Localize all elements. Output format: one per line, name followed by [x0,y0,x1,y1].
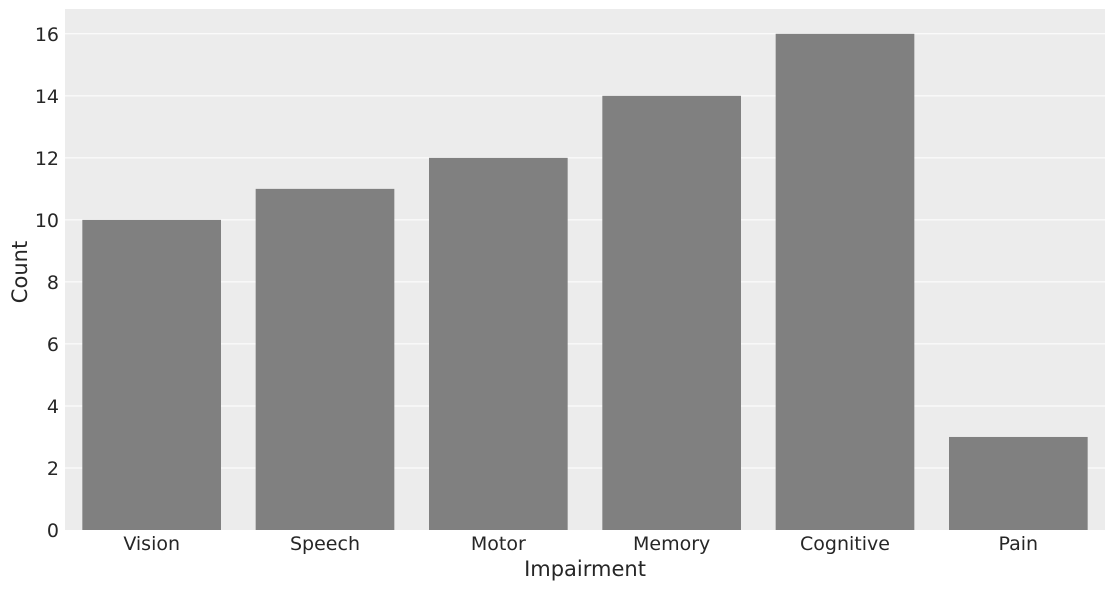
x-tick-label: Memory [633,533,710,555]
bar-pain [949,436,1088,530]
bar-vision [82,219,221,530]
bars [82,33,1088,531]
x-tick-label: Pain [999,533,1039,555]
x-tick-label: Vision [123,533,180,555]
x-axis-title: Impairment [524,557,646,581]
y-tick-label: 8 [47,272,59,294]
grid-lines [65,33,1105,469]
x-tick-label: Cognitive [800,533,890,555]
bar-memory [602,95,741,530]
y-tick-label: 10 [35,210,59,232]
bar-speech [255,188,395,530]
bar-cognitive [775,33,915,531]
x-tick-label: Motor [471,533,526,555]
y-tick-label: 12 [35,148,59,170]
y-tick-label: 0 [47,520,59,542]
y-tick-label: 14 [35,86,59,108]
y-tick-label: 6 [47,334,59,356]
y-tick-label: 16 [35,24,59,46]
y-tick-label: 4 [47,396,59,418]
y-axis-title: Count [8,241,32,303]
x-tick-label: Speech [290,533,360,555]
y-tick-label: 2 [47,458,59,480]
y-tick-labels: 0 2 4 6 8 10 12 14 16 [35,24,59,542]
x-tick-labels: Vision Speech Motor Memory Cognitive Pain [123,533,1038,555]
bar-motor [429,157,568,530]
